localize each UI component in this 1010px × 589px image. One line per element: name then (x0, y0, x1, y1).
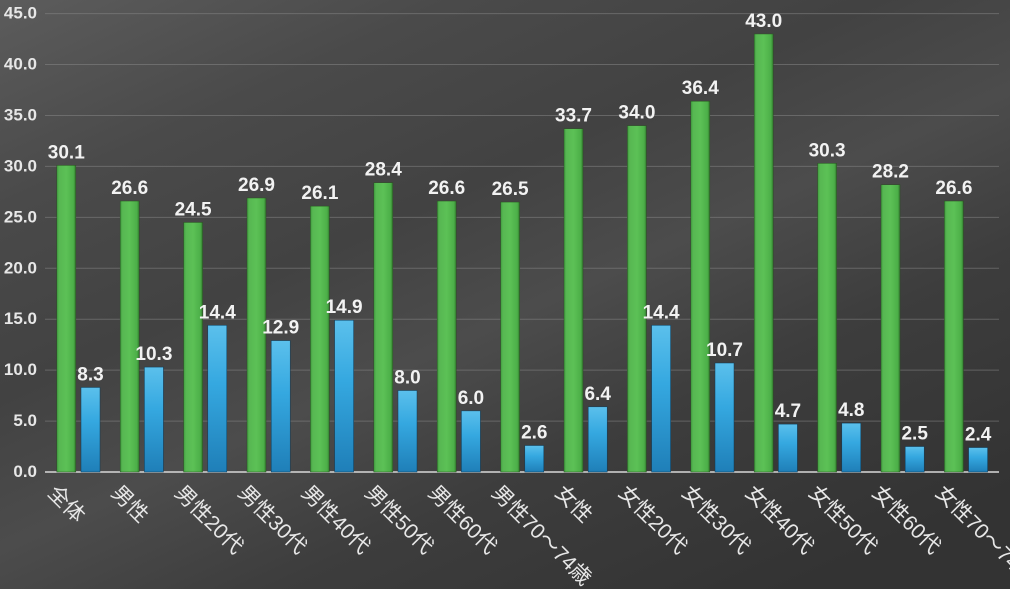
svg-text:8.0: 8.0 (394, 368, 420, 389)
svg-text:14.4: 14.4 (643, 302, 680, 323)
svg-text:30.0: 30.0 (4, 156, 37, 175)
svg-text:2.4: 2.4 (965, 425, 992, 446)
svg-text:26.6: 26.6 (428, 178, 465, 199)
svg-text:36.4: 36.4 (682, 78, 719, 99)
svg-text:4.7: 4.7 (775, 401, 801, 422)
svg-text:26.6: 26.6 (935, 178, 972, 199)
svg-text:30.1: 30.1 (48, 142, 85, 163)
svg-text:5.0: 5.0 (13, 411, 37, 430)
svg-text:8.3: 8.3 (77, 364, 103, 385)
svg-text:30.3: 30.3 (809, 140, 846, 161)
svg-text:40.0: 40.0 (4, 55, 37, 74)
svg-text:12.9: 12.9 (262, 318, 299, 339)
svg-text:26.9: 26.9 (238, 175, 275, 196)
svg-text:2.6: 2.6 (521, 423, 547, 444)
svg-text:26.1: 26.1 (301, 183, 338, 204)
svg-text:28.4: 28.4 (365, 160, 402, 181)
svg-text:10.7: 10.7 (706, 340, 743, 361)
svg-text:15.0: 15.0 (4, 309, 37, 328)
svg-text:4.8: 4.8 (838, 400, 864, 421)
svg-text:2.5: 2.5 (901, 424, 928, 445)
svg-text:6.0: 6.0 (458, 388, 484, 409)
svg-text:24.5: 24.5 (175, 199, 212, 220)
svg-text:25.0: 25.0 (4, 207, 37, 226)
svg-text:6.4: 6.4 (584, 384, 611, 405)
svg-text:10.3: 10.3 (135, 344, 172, 365)
svg-text:26.5: 26.5 (492, 179, 529, 200)
svg-text:26.6: 26.6 (111, 178, 148, 199)
svg-text:28.2: 28.2 (872, 162, 909, 183)
svg-text:14.9: 14.9 (326, 297, 363, 318)
svg-text:35.0: 35.0 (4, 106, 37, 125)
svg-text:0.0: 0.0 (13, 462, 37, 481)
svg-text:20.0: 20.0 (4, 258, 37, 277)
svg-text:45.0: 45.0 (4, 4, 37, 23)
svg-text:10.0: 10.0 (4, 360, 37, 379)
svg-text:14.4: 14.4 (199, 302, 236, 323)
svg-text:43.0: 43.0 (745, 11, 782, 32)
svg-text:34.0: 34.0 (618, 103, 655, 124)
svg-text:33.7: 33.7 (555, 106, 592, 127)
